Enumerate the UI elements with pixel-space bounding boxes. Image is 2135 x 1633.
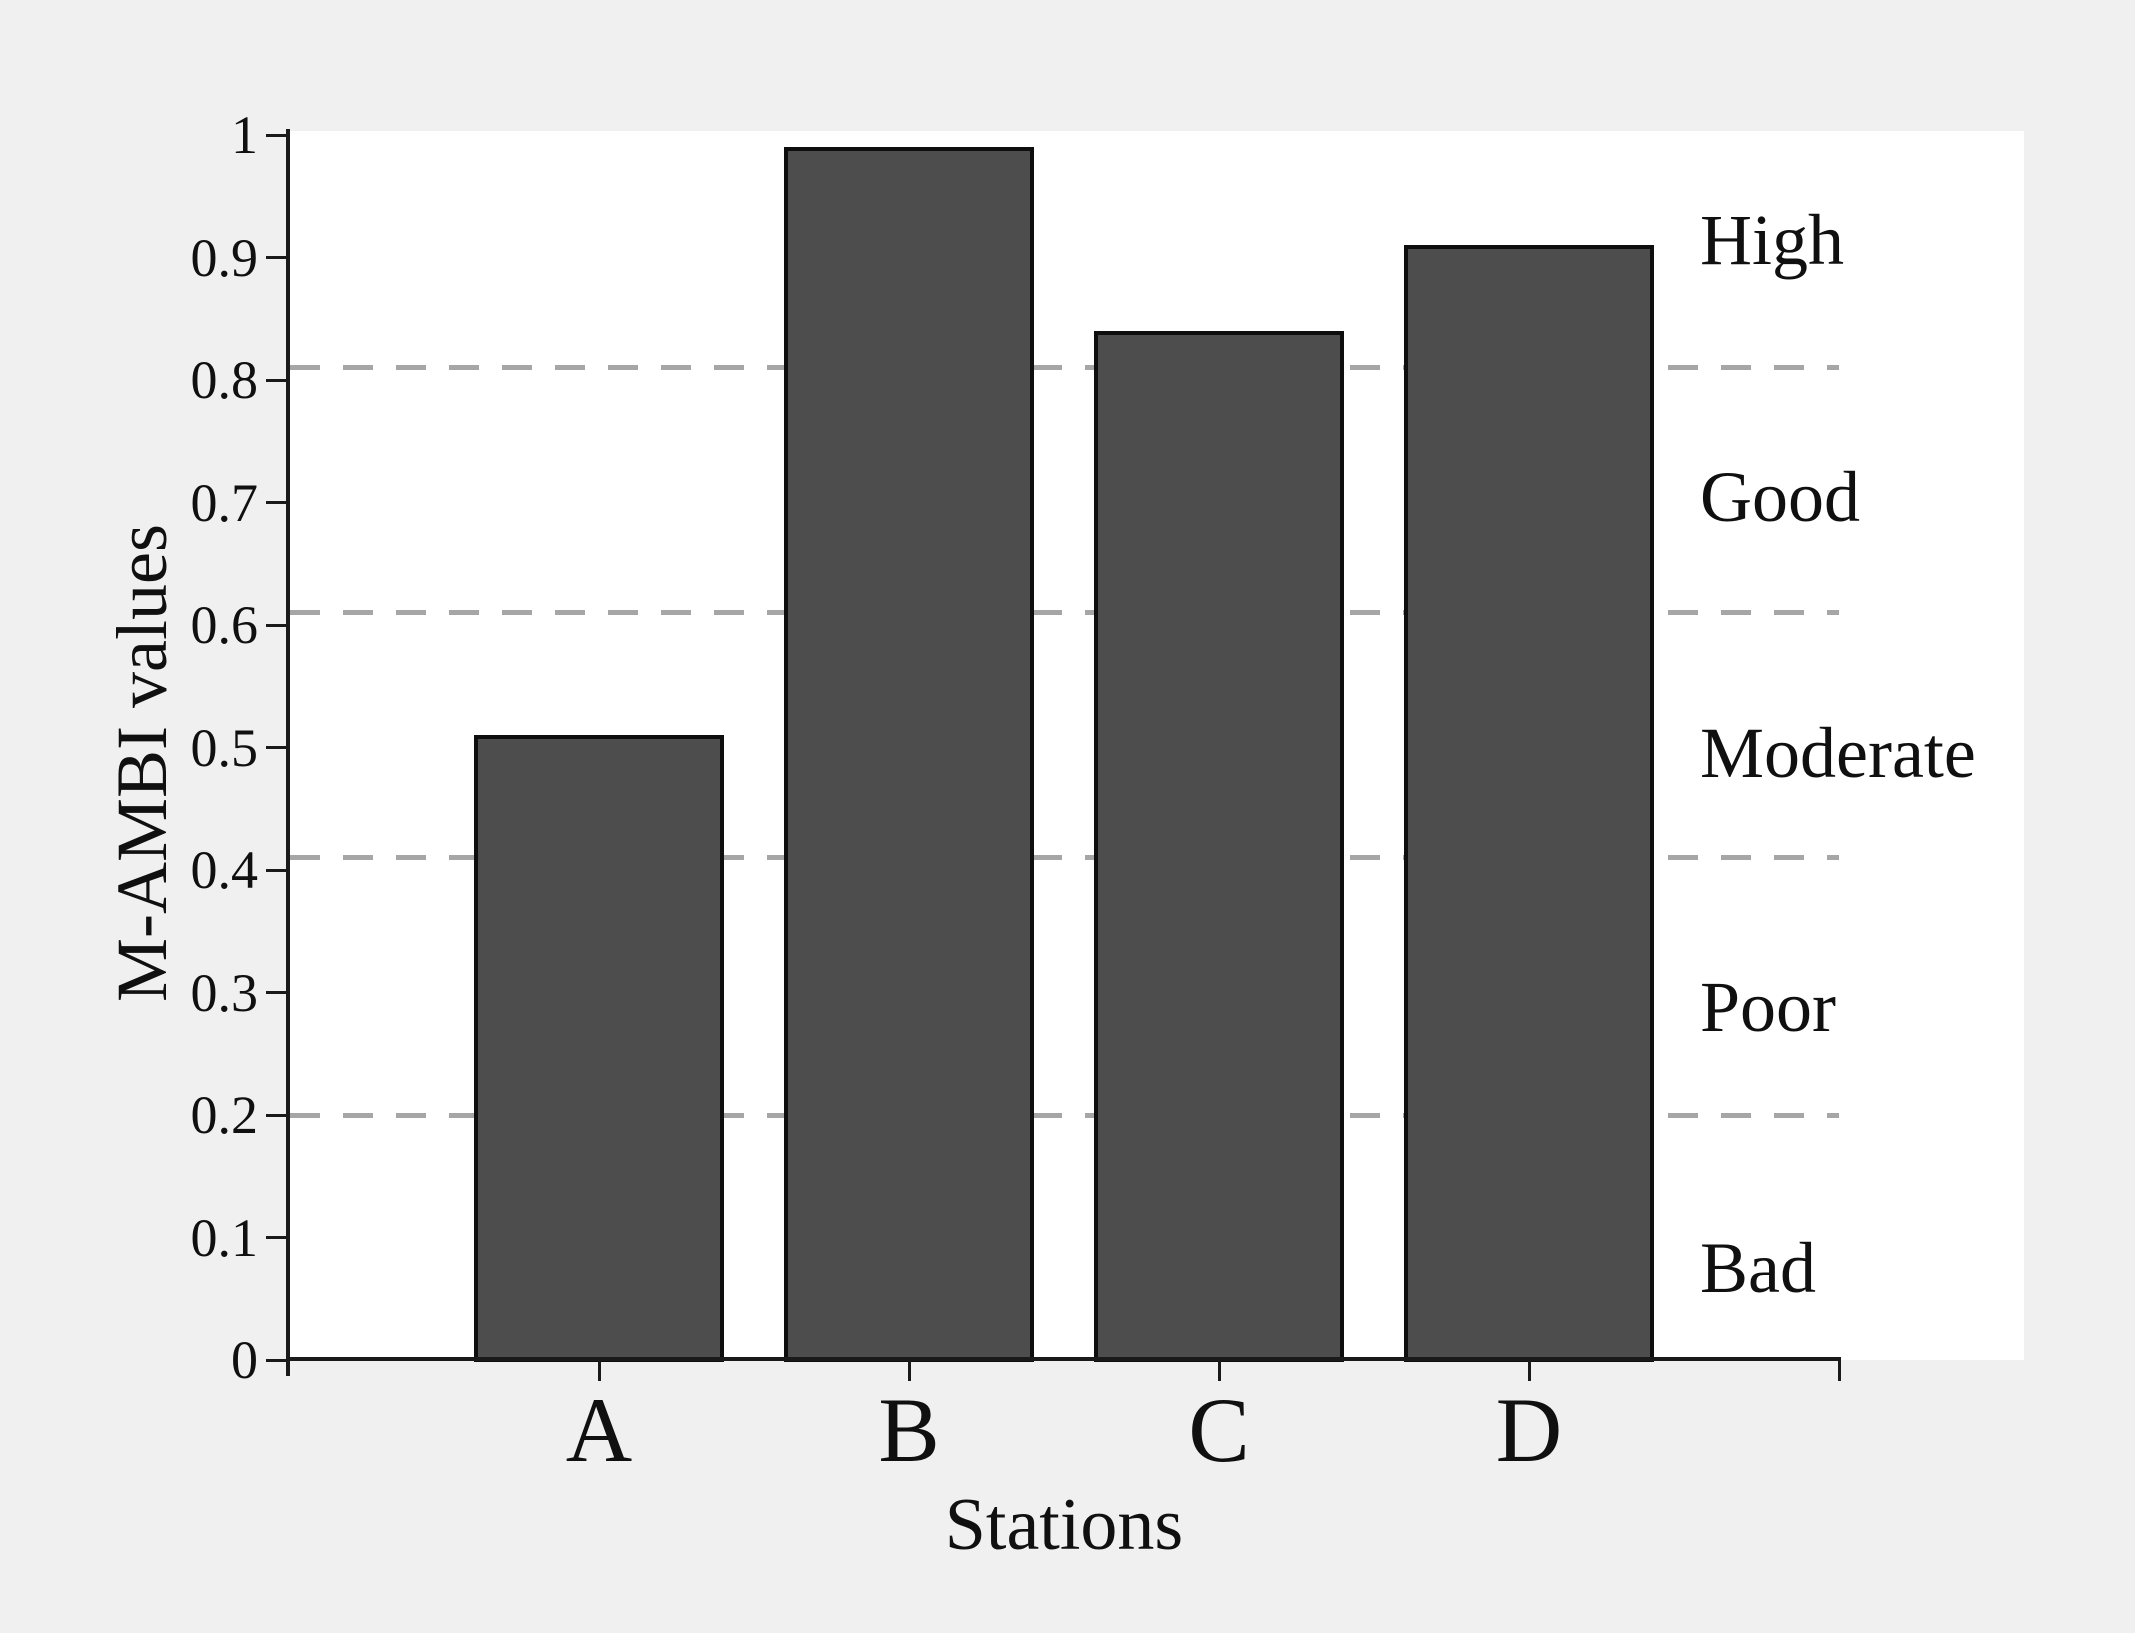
- y-tick-1: [266, 133, 287, 137]
- x-tick-3: [1527, 1360, 1531, 1381]
- class-label-bad: Bad: [1700, 1228, 1816, 1308]
- y-tick-0.5: [266, 746, 287, 749]
- y-tick-label-0.7: 0.7: [190, 472, 259, 533]
- y-tick-0: [266, 1358, 287, 1362]
- threshold-line-0.2: [290, 1112, 1839, 1118]
- category-label-A: A: [565, 1379, 633, 1481]
- bar-station-A: [474, 735, 724, 1362]
- y-tick-0.8: [266, 378, 287, 382]
- x-axis-title: Stations: [944, 1484, 1184, 1566]
- y-tick-0.7: [266, 501, 287, 504]
- y-tick-0.4: [266, 868, 287, 872]
- x-tick-4: [1837, 1360, 1841, 1381]
- threshold-line-0.81: [290, 365, 1839, 371]
- threshold-line-0.61: [290, 610, 1839, 616]
- y-tick-label-0.3: 0.3: [190, 962, 259, 1023]
- y-axis-title: M-AMBI values: [102, 524, 182, 1002]
- class-label-moderate: Moderate: [1700, 713, 1976, 793]
- category-label-C: C: [1188, 1379, 1250, 1481]
- x-tick-0: [597, 1360, 601, 1381]
- threshold-line-0.41: [290, 855, 1839, 861]
- y-tick-label-0.1: 0.1: [190, 1207, 259, 1268]
- y-tick-label-0.6: 0.6: [190, 595, 259, 655]
- y-tick-0.1: [266, 1236, 287, 1239]
- category-label-B: B: [878, 1379, 940, 1481]
- y-tick-label-0.5: 0.5: [190, 717, 259, 778]
- class-label-high: High: [1700, 200, 1844, 280]
- y-tick-0.9: [266, 256, 287, 259]
- bar-station-D: [1404, 245, 1654, 1362]
- y-tick-label-1: 1: [231, 105, 258, 165]
- y-tick-label-0.2: 0.2: [190, 1085, 259, 1145]
- class-label-poor: Poor: [1700, 967, 1837, 1047]
- class-label-good: Good: [1700, 457, 1860, 537]
- y-tick-label-0.8: 0.8: [190, 350, 259, 410]
- x-axis-line: [286, 1357, 1841, 1361]
- y-tick-label-0: 0: [231, 1330, 258, 1390]
- y-tick-label-0.9: 0.9: [190, 227, 259, 288]
- y-tick-0.6: [266, 623, 287, 627]
- y-tick-0.3: [266, 991, 287, 994]
- bar-station-B: [784, 147, 1034, 1362]
- y-tick-0.2: [266, 1113, 287, 1117]
- x-tick-1: [907, 1360, 911, 1381]
- x-tick-2: [1217, 1360, 1221, 1381]
- category-label-D: D: [1495, 1379, 1563, 1481]
- y-tick-label-0.4: 0.4: [190, 840, 259, 900]
- y-axis-line: [286, 129, 290, 1376]
- bar-station-C: [1094, 331, 1344, 1362]
